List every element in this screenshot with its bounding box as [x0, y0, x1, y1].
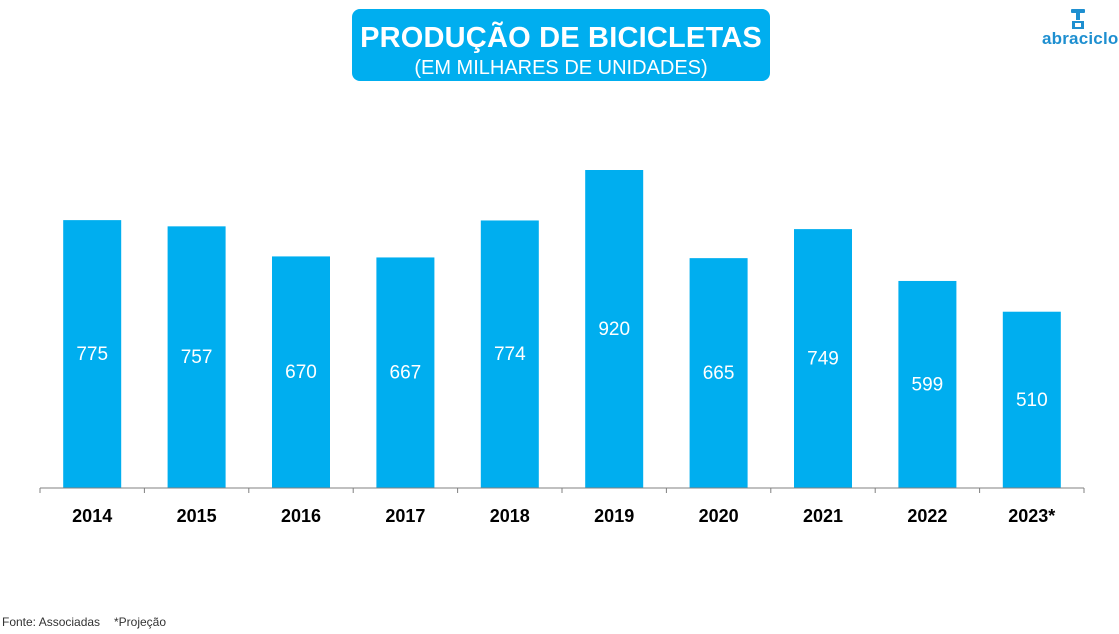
x-tick-label: 2016 [281, 506, 321, 526]
x-tick-label: 2015 [177, 506, 217, 526]
x-tick-label: 2019 [594, 506, 634, 526]
bar-value-label: 749 [807, 349, 839, 370]
bar-value-label: 774 [494, 344, 526, 365]
logo-text: abraciclo [1042, 29, 1119, 48]
bar-2014 [63, 220, 122, 488]
bar-2023* [1002, 311, 1061, 488]
bar-2017 [376, 257, 435, 488]
bar-value-label: 667 [390, 363, 422, 384]
source-note: Fonte: Associadas [2, 615, 101, 629]
x-tick-label: 2018 [490, 506, 530, 526]
bar-2022 [898, 280, 957, 488]
abraciclo-logo: abraciclo [1042, 8, 1118, 48]
projection-note: *Projeção [114, 615, 167, 629]
x-tick-label: 2023* [1008, 506, 1055, 526]
bar-2015 [167, 226, 226, 488]
bar-value-label: 775 [76, 344, 108, 365]
x-tick-label: 2021 [803, 506, 843, 526]
bar-value-label: 599 [912, 374, 944, 395]
bar-2021 [794, 229, 852, 489]
bar-value-label: 757 [181, 347, 213, 368]
bar-chart: 775 757 670 667 774 920 665 749 599 510 2014 2015 20… [39, 170, 1085, 526]
x-tick-label: 2017 [385, 506, 425, 526]
x-tick-label: 2022 [907, 506, 947, 526]
chart-subtitle: (EM MILHARES DE UNIDADES) [414, 57, 708, 79]
bar-2018 [480, 220, 539, 488]
chart-title-box: PRODUÇÃO DE BICICLETAS (EM MILHARES DE U… [352, 9, 770, 81]
bar-2019 [585, 170, 644, 488]
bicycle-seat-icon [1071, 9, 1085, 29]
x-tick-label: 2020 [699, 506, 739, 526]
chart-title: PRODUÇÃO DE BICICLETAS [360, 22, 762, 54]
bar-2020 [689, 258, 748, 488]
bar-value-label: 510 [1016, 390, 1048, 411]
x-tick-label: 2014 [72, 506, 112, 526]
bar-2016 [272, 256, 330, 488]
bar-value-label: 670 [285, 362, 317, 383]
bar-value-label: 665 [703, 363, 735, 384]
bar-value-label: 920 [598, 319, 630, 340]
